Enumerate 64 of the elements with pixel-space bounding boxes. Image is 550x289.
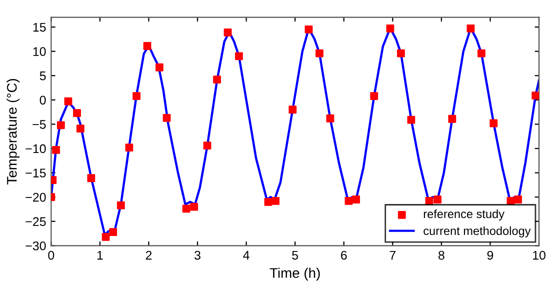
point — [448, 114, 456, 123]
point — [109, 228, 118, 236]
point — [386, 24, 394, 32]
point — [344, 197, 353, 205]
y-tick-label: −30 — [26, 241, 46, 250]
y-axis-title: Temperature (°C) — [6, 79, 20, 185]
point — [326, 114, 334, 122]
point — [352, 196, 360, 204]
point — [76, 124, 84, 133]
point — [73, 109, 81, 117]
point — [203, 142, 212, 150]
y-tick-label: 0 — [40, 96, 46, 105]
x-tick-label: 4 — [243, 250, 250, 260]
point — [514, 196, 522, 204]
point — [288, 106, 297, 114]
point — [434, 196, 442, 204]
point — [102, 232, 110, 241]
point — [466, 24, 475, 32]
point — [143, 42, 152, 50]
point — [272, 197, 280, 205]
x-tick-label: 3 — [194, 250, 200, 260]
y-tick-label: −20 — [26, 192, 46, 202]
y-tick-label: 15 — [33, 22, 46, 32]
x-tick-label: 7 — [390, 250, 396, 260]
point — [235, 52, 243, 60]
x-tick-label: 8 — [438, 250, 444, 260]
point — [490, 119, 498, 128]
x-tick-label: 10 — [533, 250, 546, 260]
legend-label: current methodology — [424, 226, 531, 238]
x-axis-title: Time (h) — [270, 268, 320, 281]
x-tick-label: 5 — [292, 250, 298, 260]
point — [132, 92, 140, 100]
point — [190, 202, 198, 211]
point — [156, 63, 164, 72]
y-tick-label: −15 — [26, 168, 46, 178]
y-tick-label: −10 — [26, 144, 46, 154]
point — [162, 114, 171, 122]
point — [87, 174, 96, 182]
point — [64, 97, 72, 106]
point — [304, 26, 313, 34]
y-tick-label: −25 — [26, 217, 46, 226]
x-tick-label: 0 — [48, 250, 54, 260]
x-tick-label: 2 — [146, 250, 152, 260]
point — [213, 76, 221, 84]
x-tick-label: 6 — [341, 250, 347, 260]
y-tick-label: −5 — [32, 120, 46, 129]
point — [56, 121, 65, 130]
point — [52, 146, 60, 154]
x-tick-label: 9 — [487, 250, 494, 260]
y-tick-label: 10 — [33, 47, 46, 56]
point — [182, 204, 190, 213]
point — [477, 49, 486, 58]
point — [264, 198, 272, 206]
y-tick-label: 5 — [40, 72, 46, 80]
legend-label: reference study — [424, 209, 504, 220]
point — [370, 92, 378, 100]
point — [125, 144, 134, 152]
point — [224, 28, 232, 36]
point — [316, 49, 324, 58]
x-tick-label: 1 — [97, 250, 103, 260]
point — [396, 49, 405, 58]
point — [532, 92, 539, 100]
point — [407, 116, 416, 124]
point — [116, 201, 125, 210]
